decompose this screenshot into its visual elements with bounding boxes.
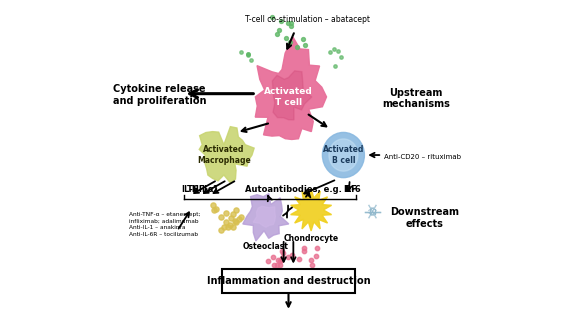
Text: Activated
T cell: Activated T cell: [264, 87, 313, 107]
Point: [231, 207, 240, 212]
Point: [244, 52, 253, 57]
Text: IL-6: IL-6: [343, 185, 361, 194]
Point: [278, 255, 287, 261]
Point: [236, 50, 245, 55]
Point: [234, 216, 243, 222]
Point: [275, 27, 284, 32]
Text: Autoantibodies, e.g. RF: Autoantibodies, e.g. RF: [245, 185, 357, 194]
Point: [268, 15, 277, 20]
Text: Activated
Macrophage: Activated Macrophage: [197, 145, 251, 165]
Point: [263, 259, 272, 264]
Polygon shape: [255, 37, 327, 140]
Point: [300, 42, 309, 47]
Point: [231, 219, 240, 224]
Point: [246, 58, 255, 63]
Polygon shape: [291, 189, 332, 231]
Point: [237, 214, 246, 219]
Point: [286, 39, 295, 45]
Point: [282, 35, 291, 40]
Point: [337, 54, 346, 59]
Point: [279, 251, 288, 256]
Text: IL-6: IL-6: [181, 185, 199, 194]
Text: Cytokine release
and proliferation: Cytokine release and proliferation: [113, 85, 206, 106]
Point: [278, 249, 287, 254]
Text: TNF-α: TNF-α: [187, 185, 215, 194]
Point: [231, 219, 241, 224]
Point: [330, 63, 339, 68]
Ellipse shape: [329, 139, 358, 171]
Polygon shape: [243, 193, 289, 241]
Text: Anti-TNF-α – etanercept;
infliximab; adalimumab
Anti-IL-1 – anakinra
Anti-IL-6R : Anti-TNF-α – etanercept; infliximab; ada…: [129, 212, 200, 237]
Point: [313, 245, 322, 251]
Point: [273, 263, 282, 268]
Point: [277, 257, 286, 263]
Point: [287, 24, 296, 29]
Point: [273, 258, 282, 263]
Point: [228, 224, 237, 229]
Point: [223, 224, 233, 229]
FancyBboxPatch shape: [222, 269, 355, 293]
Point: [209, 203, 218, 208]
Point: [275, 258, 284, 264]
Point: [299, 245, 309, 251]
Point: [308, 263, 317, 268]
Point: [220, 224, 229, 229]
Point: [216, 214, 226, 219]
Polygon shape: [199, 127, 254, 182]
Point: [226, 222, 235, 227]
Point: [221, 211, 230, 216]
Point: [325, 50, 334, 55]
Point: [272, 32, 281, 37]
Text: Inflammation and destruction: Inflammation and destruction: [207, 276, 370, 286]
Point: [211, 206, 220, 212]
Polygon shape: [272, 71, 312, 120]
Point: [276, 18, 286, 23]
Text: T-cell co-stimulation – abatacept: T-cell co-stimulation – abatacept: [245, 15, 370, 24]
Point: [209, 208, 219, 213]
Text: Chondrocyte: Chondrocyte: [283, 234, 339, 243]
Point: [226, 216, 235, 221]
Point: [268, 255, 278, 260]
Point: [283, 254, 293, 259]
Point: [299, 36, 308, 41]
Text: Downstream
effects: Downstream effects: [389, 207, 459, 229]
Point: [221, 220, 230, 225]
Point: [243, 51, 253, 56]
Point: [294, 256, 304, 261]
Point: [228, 212, 238, 217]
Text: Osteoclast: Osteoclast: [243, 242, 289, 251]
Text: Activated
B cell: Activated B cell: [323, 145, 364, 165]
Point: [292, 45, 301, 50]
Point: [244, 52, 253, 57]
Text: Upstream
mechanisms: Upstream mechanisms: [382, 88, 450, 109]
Point: [275, 263, 284, 268]
Point: [287, 252, 297, 257]
Ellipse shape: [323, 132, 365, 178]
Point: [217, 227, 226, 233]
Point: [306, 257, 316, 262]
Point: [269, 263, 279, 268]
Point: [312, 254, 321, 259]
Point: [287, 20, 296, 25]
Text: Anti-CD20 – rituximab: Anti-CD20 – rituximab: [384, 154, 461, 160]
Point: [329, 47, 339, 52]
Text: IL-1: IL-1: [201, 185, 219, 194]
Point: [299, 248, 308, 253]
Point: [283, 20, 293, 25]
Polygon shape: [253, 206, 275, 227]
Point: [333, 48, 342, 54]
